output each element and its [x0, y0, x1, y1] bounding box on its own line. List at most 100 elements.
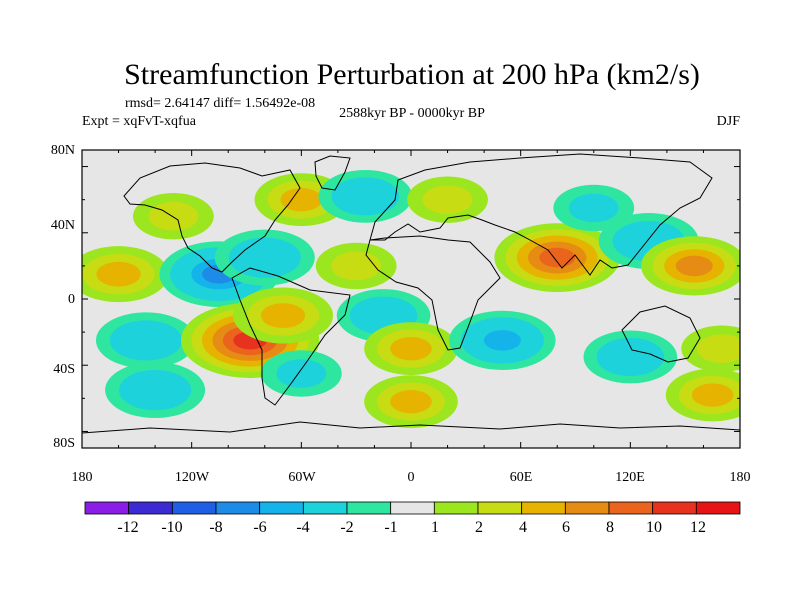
- x-tick-label: 60E: [510, 470, 533, 485]
- colorbar-label: -2: [340, 519, 353, 536]
- contour-band: [390, 389, 432, 414]
- colorbar-swatch: [128, 501, 173, 515]
- contour-band: [568, 193, 619, 223]
- field-anomaly: [233, 287, 334, 344]
- field-anomaly: [364, 322, 458, 376]
- colorbar-swatch: [652, 501, 697, 515]
- field-anomaly: [260, 350, 342, 397]
- x-axis: 180 120W 60W 0 60E 120E 180: [72, 470, 751, 485]
- contour-fill-layer: [82, 169, 740, 429]
- x-tick-label: 60W: [288, 470, 316, 485]
- field-anomaly: [665, 368, 740, 422]
- coastline-antarctica: [82, 421, 740, 434]
- field-anomaly: [641, 236, 740, 296]
- colorbar-labels: -12 -10 -8 -6 -4 -2 -1 1 2 4 6 8 10 12: [117, 519, 706, 536]
- coastlines: [82, 153, 740, 434]
- field-anomaly: [95, 312, 196, 369]
- field-anomaly: [82, 246, 169, 303]
- contour-band: [362, 303, 405, 328]
- colorbar-swatch: [215, 501, 261, 515]
- contour-band: [276, 359, 327, 388]
- x-tick-label: 120W: [175, 470, 210, 485]
- axis-tick-marks: [81, 150, 741, 448]
- contour-band: [260, 303, 306, 328]
- field-anomaly: [132, 193, 214, 240]
- contour-band: [242, 245, 287, 271]
- contour-band: [123, 327, 169, 353]
- contour-band: [691, 383, 734, 407]
- colorbar-swatch: [521, 501, 566, 515]
- y-tick-label: 40N: [51, 218, 75, 233]
- coastline-greenland: [314, 155, 351, 191]
- x-tick-label: 120E: [615, 470, 645, 485]
- colorbar-label: 12: [690, 519, 706, 536]
- colorbar-swatch: [302, 501, 348, 515]
- x-tick-label: 180: [730, 470, 751, 485]
- field-anomaly: [336, 289, 431, 342]
- colorbar-label: 8: [606, 519, 614, 536]
- colorbar-label: -1: [384, 519, 397, 536]
- contour-band: [696, 334, 740, 363]
- y-axis: 80N 40N 0 40S 80S: [51, 143, 75, 451]
- stats-label: rmsd= 2.64147 diff= 1.56492e-08: [125, 96, 315, 111]
- field-anomaly: [681, 325, 740, 372]
- contour-band: [539, 247, 576, 268]
- coastline-australia: [621, 305, 701, 363]
- contour-band: [331, 251, 382, 281]
- colorbar-label: -10: [161, 519, 182, 536]
- contour-band: [675, 255, 713, 277]
- colorbar-label: -8: [209, 519, 222, 536]
- colorbar-label: -6: [253, 519, 266, 536]
- coastline-north-america: [123, 162, 301, 273]
- season-label: DJF: [717, 114, 741, 129]
- field-anomaly: [494, 223, 621, 293]
- field-anomaly: [553, 184, 635, 232]
- contour-band: [483, 330, 521, 351]
- x-tick-label: 0: [408, 470, 415, 485]
- colorbar-swatch: [171, 501, 217, 515]
- colorbar-label: -4: [296, 519, 309, 536]
- contour-band: [609, 345, 652, 369]
- colorbar-swatch: [564, 501, 610, 515]
- colorbar-label: 1: [431, 519, 439, 536]
- colorbar-swatch: [695, 501, 741, 515]
- colorbar: [84, 501, 741, 515]
- field-anomaly: [407, 176, 488, 223]
- coastline-eurasia: [369, 153, 713, 276]
- colorbar-swatch: [608, 501, 654, 515]
- colorbar-label: 4: [519, 519, 527, 536]
- colorbar-swatch: [433, 501, 479, 515]
- contour-band: [390, 336, 432, 361]
- colorbar-label: 6: [562, 519, 570, 536]
- colorbar-swatch: [346, 501, 392, 515]
- field-anomaly: [364, 375, 458, 429]
- colorbar-swatch: [259, 501, 304, 515]
- colorbar-swatch: [390, 501, 435, 515]
- colorbar-label: 10: [646, 519, 662, 536]
- contour-band: [148, 201, 199, 231]
- y-tick-label: 80N: [51, 143, 75, 158]
- field-anomaly: [105, 362, 206, 419]
- contour-band: [280, 187, 323, 212]
- y-tick-label: 0: [68, 292, 75, 307]
- contour-band: [422, 185, 473, 214]
- x-tick-label: 180: [72, 470, 93, 485]
- field-anomaly: [214, 229, 315, 286]
- colorbar-swatch: [477, 501, 523, 515]
- colorbar-label: 2: [475, 519, 483, 536]
- field-anomaly: [318, 169, 413, 223]
- contour-band: [96, 261, 141, 287]
- coastline-africa: [365, 235, 501, 351]
- y-tick-label: 40S: [53, 362, 75, 377]
- period-label: 2588kyr BP - 0000kyr BP: [339, 106, 485, 121]
- field-anomaly: [315, 242, 397, 290]
- chart-title: Streamfunction Perturbation at 200 hPa (…: [124, 58, 700, 91]
- colorbar-swatch: [84, 501, 130, 515]
- colorbar-label: -12: [117, 519, 138, 536]
- contour-band: [344, 184, 387, 209]
- field-anomaly: [583, 330, 678, 384]
- y-tick-label: 80S: [53, 436, 75, 451]
- field-anomaly: [449, 310, 556, 370]
- experiment-label: Expt = xqFvT-xqfua: [82, 114, 197, 129]
